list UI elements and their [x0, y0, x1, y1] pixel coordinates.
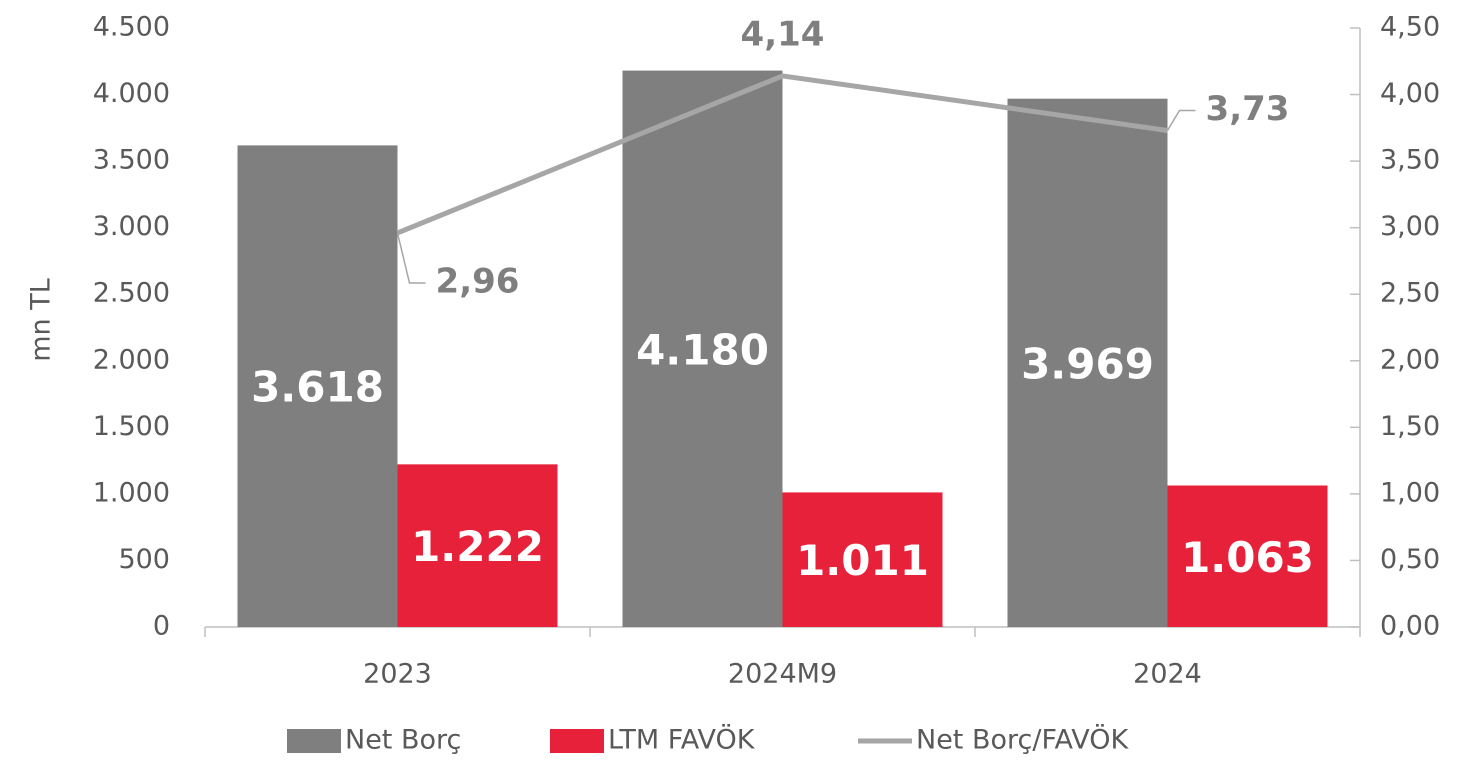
y-tick-label: 0: [153, 611, 170, 642]
x-tick-label: 2024M9: [728, 659, 837, 690]
data-label: 4.180: [636, 325, 769, 374]
line-label: 4,14: [741, 14, 825, 54]
line-label: 2,96: [436, 261, 520, 301]
y2-tick-label: 3,00: [1380, 211, 1440, 242]
data-label: 3.969: [1021, 339, 1154, 388]
y-tick-label: 1.000: [93, 477, 170, 508]
data-label: 1.222: [411, 522, 544, 571]
x-tick-label: 2023: [363, 659, 432, 690]
y2-tick-label: 1,50: [1380, 411, 1440, 442]
y-axis-label: mn TL: [26, 278, 57, 362]
bar: [397, 464, 558, 627]
data-label: 1.011: [796, 536, 929, 585]
leader-line: [396, 232, 426, 284]
y-tick-label: 3.000: [93, 211, 170, 242]
legend-swatch: [550, 729, 604, 753]
legend-label: LTM FAVÖK: [608, 724, 756, 756]
bar: [782, 492, 943, 627]
y2-tick-label: 2,50: [1380, 278, 1440, 309]
bar: [622, 70, 783, 627]
y-tick-label: 4.000: [93, 78, 170, 109]
y-tick-label: 4.500: [93, 12, 170, 43]
bar: [237, 145, 398, 628]
y2-tick-label: 2,00: [1380, 344, 1440, 375]
y2-tick-label: 3,50: [1380, 145, 1440, 176]
legend-label: Net Borç: [345, 725, 461, 756]
legend-swatch: [287, 729, 341, 753]
y-tick-label: 2.500: [93, 278, 170, 309]
data-label: 1.063: [1181, 533, 1314, 582]
data-label: 3.618: [251, 363, 384, 412]
line-label: 3,73: [1206, 89, 1290, 129]
bar: [1167, 485, 1328, 627]
y2-tick-label: 4,50: [1380, 12, 1440, 43]
line-series: [396, 73, 1168, 236]
y-tick-label: 1.500: [93, 411, 170, 442]
y-tick-label: 500: [118, 544, 170, 575]
y-tick-label: 2.000: [93, 344, 170, 375]
bar: [1007, 98, 1168, 627]
leader-line: [1166, 109, 1196, 131]
y-tick-label: 3.500: [93, 145, 170, 176]
y2-tick-label: 1,00: [1380, 477, 1440, 508]
y2-tick-label: 0,50: [1380, 544, 1440, 575]
y2-tick-label: 4,00: [1380, 78, 1440, 109]
x-tick-label: 2024: [1133, 659, 1202, 690]
y2-tick-label: 0,00: [1380, 611, 1440, 642]
legend-label: Net Borç/FAVÖK: [916, 724, 1130, 756]
